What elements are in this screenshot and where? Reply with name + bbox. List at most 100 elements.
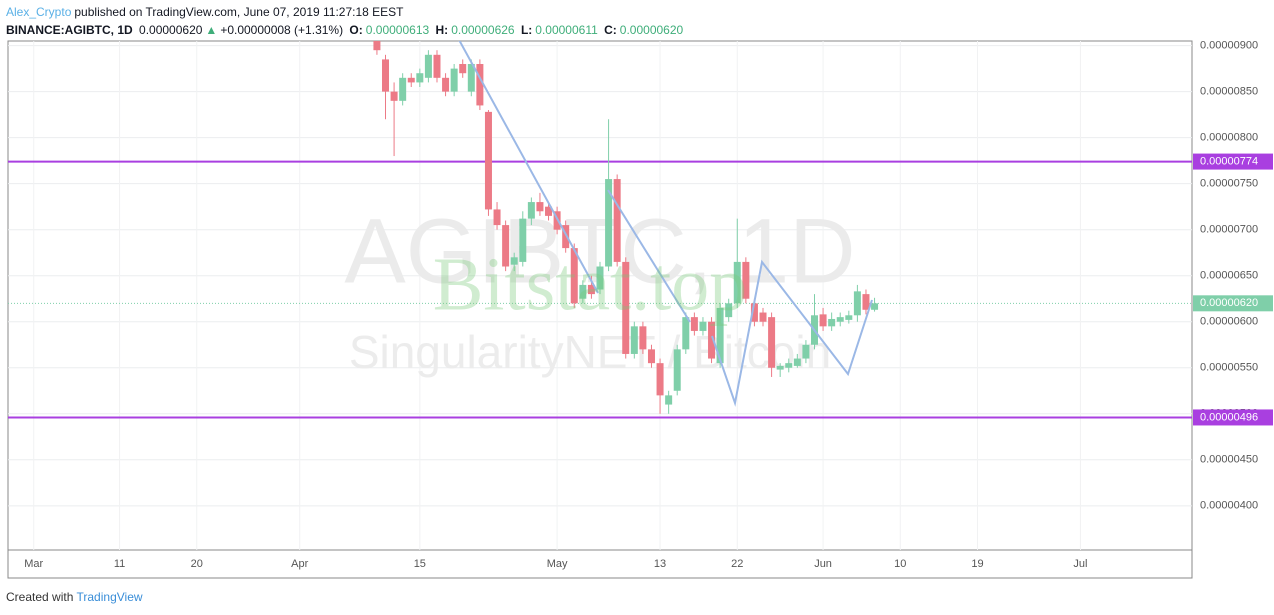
candle-body — [579, 284, 587, 299]
candle-body — [759, 312, 767, 322]
x-tick-label: 22 — [731, 558, 743, 570]
chart: AGIBTC, 1D SingularityNET / Bitcoin Bits… — [7, 40, 1273, 579]
candle-body — [433, 54, 441, 78]
candle-body — [853, 291, 861, 316]
plot-frame — [7, 40, 1193, 579]
y-tick-label: 0.00000700 — [1200, 224, 1258, 236]
candle-body — [656, 363, 664, 396]
candle-body — [819, 314, 827, 327]
candle-body — [673, 349, 681, 391]
candle-body — [802, 344, 810, 359]
candle-body — [587, 284, 595, 295]
candle-body — [742, 261, 750, 299]
candle-body — [390, 91, 398, 101]
h-value: 0.00000626 — [451, 23, 515, 37]
arrow: ▲ — [205, 23, 218, 37]
c-value: 0.00000620 — [619, 23, 684, 37]
symbol: BINANCE:AGIBTC, 1D — [6, 23, 133, 37]
y-tick-label: 0.00000550 — [1200, 362, 1258, 374]
h-label: H: — [435, 23, 449, 37]
candle-body — [407, 77, 415, 83]
published: published on TradingView.com, June 07, 2… — [74, 5, 404, 19]
candle-body — [836, 317, 844, 322]
x-tick-label: 11 — [114, 558, 125, 570]
y-tick-label: 0.00000850 — [1200, 86, 1258, 98]
x-tick-label: 19 — [971, 558, 983, 570]
candle-body — [536, 202, 544, 212]
trend-line — [711, 259, 873, 407]
candle-body — [527, 202, 535, 219]
last-price-box — [1193, 295, 1273, 312]
y-tick-label: 0.00000800 — [1200, 132, 1258, 144]
candle-body — [382, 59, 390, 92]
candle-body — [750, 303, 758, 322]
candle-body — [399, 77, 407, 101]
x-tick-label: Jun — [814, 558, 832, 570]
candle-body — [484, 111, 492, 210]
l-label: L: — [520, 23, 533, 37]
trend-line — [458, 41, 599, 294]
candle-body — [682, 317, 690, 350]
level-label: 0.00000774 — [1200, 155, 1258, 167]
x-tick-label: 10 — [894, 558, 906, 570]
candle-body — [862, 294, 870, 310]
candle-body — [622, 261, 630, 354]
x-tick-label: 15 — [414, 558, 426, 570]
y-tick-label: 0.00000400 — [1200, 500, 1258, 512]
candle-body — [690, 317, 698, 331]
candle-body — [665, 395, 673, 405]
last-price-label: 0.00000620 — [1200, 297, 1258, 309]
l-value: 0.00000611 — [535, 23, 598, 37]
candle-body — [785, 363, 793, 368]
x-tick-label: Mar — [24, 558, 43, 570]
y-tick-label: 0.00000900 — [1200, 40, 1258, 52]
created: Created with — [6, 590, 74, 604]
author[interactable]: Alex_Crypto — [6, 5, 72, 19]
o-value: 0.00000613 — [365, 23, 430, 37]
candle-body — [699, 321, 707, 331]
candle-body — [424, 54, 432, 78]
candle-body — [733, 261, 741, 304]
change: +0.00000008 (+1.31%) — [220, 23, 344, 37]
candle-body — [442, 77, 450, 92]
x-tick-label: May — [547, 558, 568, 570]
candle-body — [459, 64, 467, 74]
header-line-1: Alex_Crypto published on TradingView.com,… — [6, 5, 407, 19]
candle-body — [596, 266, 604, 290]
last: 0.00000620 — [139, 23, 203, 37]
level-label-box — [1193, 153, 1273, 170]
candle-body — [545, 206, 553, 216]
y-tick-label: 0.00000600 — [1200, 316, 1258, 328]
candle-body — [639, 326, 647, 350]
header-line-2: BINANCE:AGIBTC, 1D 0.00000620 ▲ +0.0000000… — [6, 23, 686, 37]
x-tick-label: Jul — [1073, 558, 1087, 570]
candle-body — [613, 179, 621, 262]
candle-body — [871, 303, 879, 310]
candle-body — [510, 257, 518, 265]
candle-body — [519, 218, 527, 262]
candle-body — [845, 315, 853, 320]
y-tick-label: 0.00000650 — [1200, 270, 1258, 282]
y-tick-label: 0.00000450 — [1200, 454, 1258, 466]
y-tick-label: 0.00000750 — [1200, 178, 1258, 190]
x-tick-label: 20 — [191, 558, 203, 570]
candle-body — [450, 68, 458, 92]
candle-body — [716, 307, 724, 364]
candle-body — [416, 73, 424, 83]
candle-body — [828, 318, 836, 327]
brand[interactable]: TradingView — [76, 590, 143, 604]
candle-body — [768, 317, 776, 368]
candle-body — [562, 225, 570, 249]
candle-body — [493, 209, 501, 226]
x-tick-label: Apr — [291, 558, 308, 570]
c-label: C: — [604, 23, 617, 37]
level-label: 0.00000496 — [1200, 411, 1258, 423]
candle-body — [373, 41, 381, 51]
candle-body — [476, 64, 484, 106]
x-tick-label: 13 — [654, 558, 666, 570]
candle-body — [467, 64, 475, 92]
o-label: O: — [349, 23, 363, 37]
candle-body — [630, 326, 638, 354]
candle-body — [708, 321, 716, 359]
